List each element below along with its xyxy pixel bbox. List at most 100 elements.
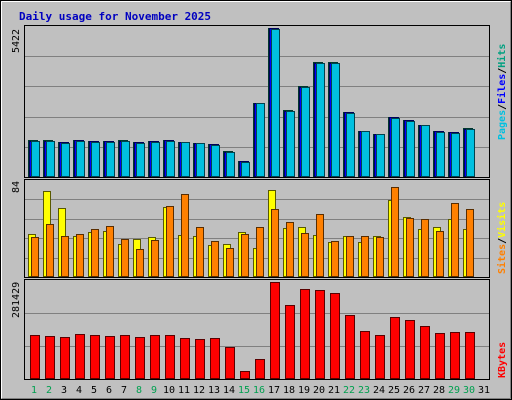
bar-kbytes-day-28 — [435, 333, 445, 379]
bar-pages-day-17 — [271, 29, 280, 177]
bar-kbytes-day-1 — [30, 335, 40, 379]
x-tick-label: 30 — [463, 385, 475, 396]
bar-pages-day-15 — [241, 162, 250, 177]
legend-slash: / — [497, 68, 508, 74]
x-tick-label: 22 — [343, 385, 355, 396]
bar-pages-day-7 — [121, 141, 130, 177]
bar-pages-day-22 — [346, 113, 355, 177]
bar-pages-day-16 — [256, 103, 265, 177]
legend-sites: Sites — [496, 244, 508, 274]
x-tick-label: 28 — [433, 385, 445, 396]
x-tick-label: 4 — [76, 385, 82, 396]
bar-kbytes-day-7 — [120, 335, 130, 379]
bar-sites-day-21 — [331, 241, 339, 277]
x-tick-label: 16 — [253, 385, 265, 396]
bar-sites-day-2 — [46, 224, 54, 277]
x-tick-label: 5 — [91, 385, 97, 396]
bar-kbytes-day-2 — [45, 336, 55, 379]
legend-kbytes: KBytes — [497, 342, 508, 378]
bar-kbytes-day-21 — [330, 293, 340, 379]
bar-kbytes-day-16 — [255, 359, 265, 379]
bar-kbytes-day-19 — [300, 289, 310, 379]
bar-sites-day-24 — [376, 237, 384, 277]
bar-kbytes-day-8 — [135, 337, 145, 379]
legend-pages-files-hits: Pages/Files/Hits — [496, 44, 508, 140]
bar-kbytes-day-9 — [150, 335, 160, 379]
bar-sites-day-12 — [196, 227, 204, 277]
x-tick-label: 15 — [238, 385, 250, 396]
bar-pages-day-8 — [136, 143, 145, 177]
bar-pages-day-14 — [226, 152, 235, 177]
x-tick-label: 17 — [268, 385, 280, 396]
bar-kbytes-day-18 — [285, 305, 295, 379]
bar-pages-day-23 — [361, 131, 370, 177]
x-tick-label: 20 — [313, 385, 325, 396]
bar-sites-day-28 — [436, 231, 444, 277]
x-tick-label: 25 — [388, 385, 400, 396]
legend-slash: / — [497, 104, 508, 110]
bar-pages-day-3 — [61, 143, 70, 177]
bar-sites-day-11 — [181, 194, 189, 277]
bar-pages-day-9 — [151, 142, 160, 177]
bar-kbytes-day-6 — [105, 336, 115, 379]
bar-sites-day-20 — [316, 214, 324, 277]
bar-pages-day-21 — [331, 63, 340, 177]
chart-title: Daily usage for November 2025 — [19, 10, 211, 23]
x-tick-label: 13 — [208, 385, 220, 396]
x-tick-label: 1 — [31, 385, 37, 396]
bar-kbytes-day-14 — [225, 347, 235, 379]
bar-kbytes-day-25 — [390, 317, 400, 379]
bar-kbytes-day-23 — [360, 331, 370, 379]
bar-sites-day-17 — [271, 209, 279, 277]
bar-kbytes-day-10 — [165, 335, 175, 379]
bar-pages-day-29 — [451, 133, 460, 177]
bar-kbytes-day-5 — [90, 335, 100, 379]
bar-kbytes-day-11 — [180, 338, 190, 379]
bar-sites-day-25 — [391, 187, 399, 277]
bar-pages-day-13 — [211, 145, 220, 177]
bar-kbytes-day-27 — [420, 326, 430, 379]
bar-kbytes-day-17 — [270, 282, 280, 379]
legend-kbytes-label: KBytes — [497, 342, 508, 378]
bar-sites-day-9 — [151, 240, 159, 277]
ymax-label-pages: 5422 — [11, 29, 22, 53]
bar-pages-day-27 — [421, 125, 430, 177]
bar-sites-day-18 — [286, 222, 294, 277]
x-tick-label: 14 — [223, 385, 235, 396]
bar-sites-day-30 — [466, 209, 474, 277]
x-tick-label: 2 — [46, 385, 52, 396]
ymax-label-visits: 84 — [11, 181, 22, 193]
x-tick-label: 31 — [478, 385, 490, 396]
bar-pages-day-11 — [181, 142, 190, 177]
bar-sites-day-15 — [241, 234, 249, 277]
bar-sites-day-22 — [346, 236, 354, 277]
bar-pages-day-2 — [46, 141, 55, 177]
bar-pages-day-28 — [436, 132, 445, 177]
x-tick-label: 27 — [418, 385, 430, 396]
bar-kbytes-day-3 — [60, 337, 70, 379]
bar-kbytes-day-24 — [375, 335, 385, 379]
legend-visits-sites: Sites/Visits — [496, 202, 508, 274]
bar-kbytes-day-15 — [240, 371, 250, 379]
x-tick-label: 26 — [403, 385, 415, 396]
x-tick-label: 3 — [61, 385, 67, 396]
legend-pages: Pages — [497, 110, 508, 140]
bar-pages-day-6 — [106, 142, 115, 177]
x-tick-label: 21 — [328, 385, 340, 396]
x-tick-label: 18 — [283, 385, 295, 396]
bar-pages-day-12 — [196, 143, 205, 177]
bar-sites-day-14 — [226, 248, 234, 277]
x-tick-label: 12 — [193, 385, 205, 396]
bar-sites-day-23 — [361, 236, 369, 277]
bar-pages-day-20 — [316, 63, 325, 177]
bar-sites-day-13 — [211, 241, 219, 277]
bar-kbytes-day-20 — [315, 290, 325, 379]
bar-kbytes-day-4 — [75, 334, 85, 379]
bar-sites-day-1 — [31, 237, 39, 277]
ymax-label-kbytes: 281429 — [11, 282, 22, 318]
bar-pages-day-25 — [391, 118, 400, 177]
bar-kbytes-day-26 — [405, 320, 415, 379]
legend-files: Files — [496, 74, 508, 104]
x-tick-label: 24 — [373, 385, 385, 396]
